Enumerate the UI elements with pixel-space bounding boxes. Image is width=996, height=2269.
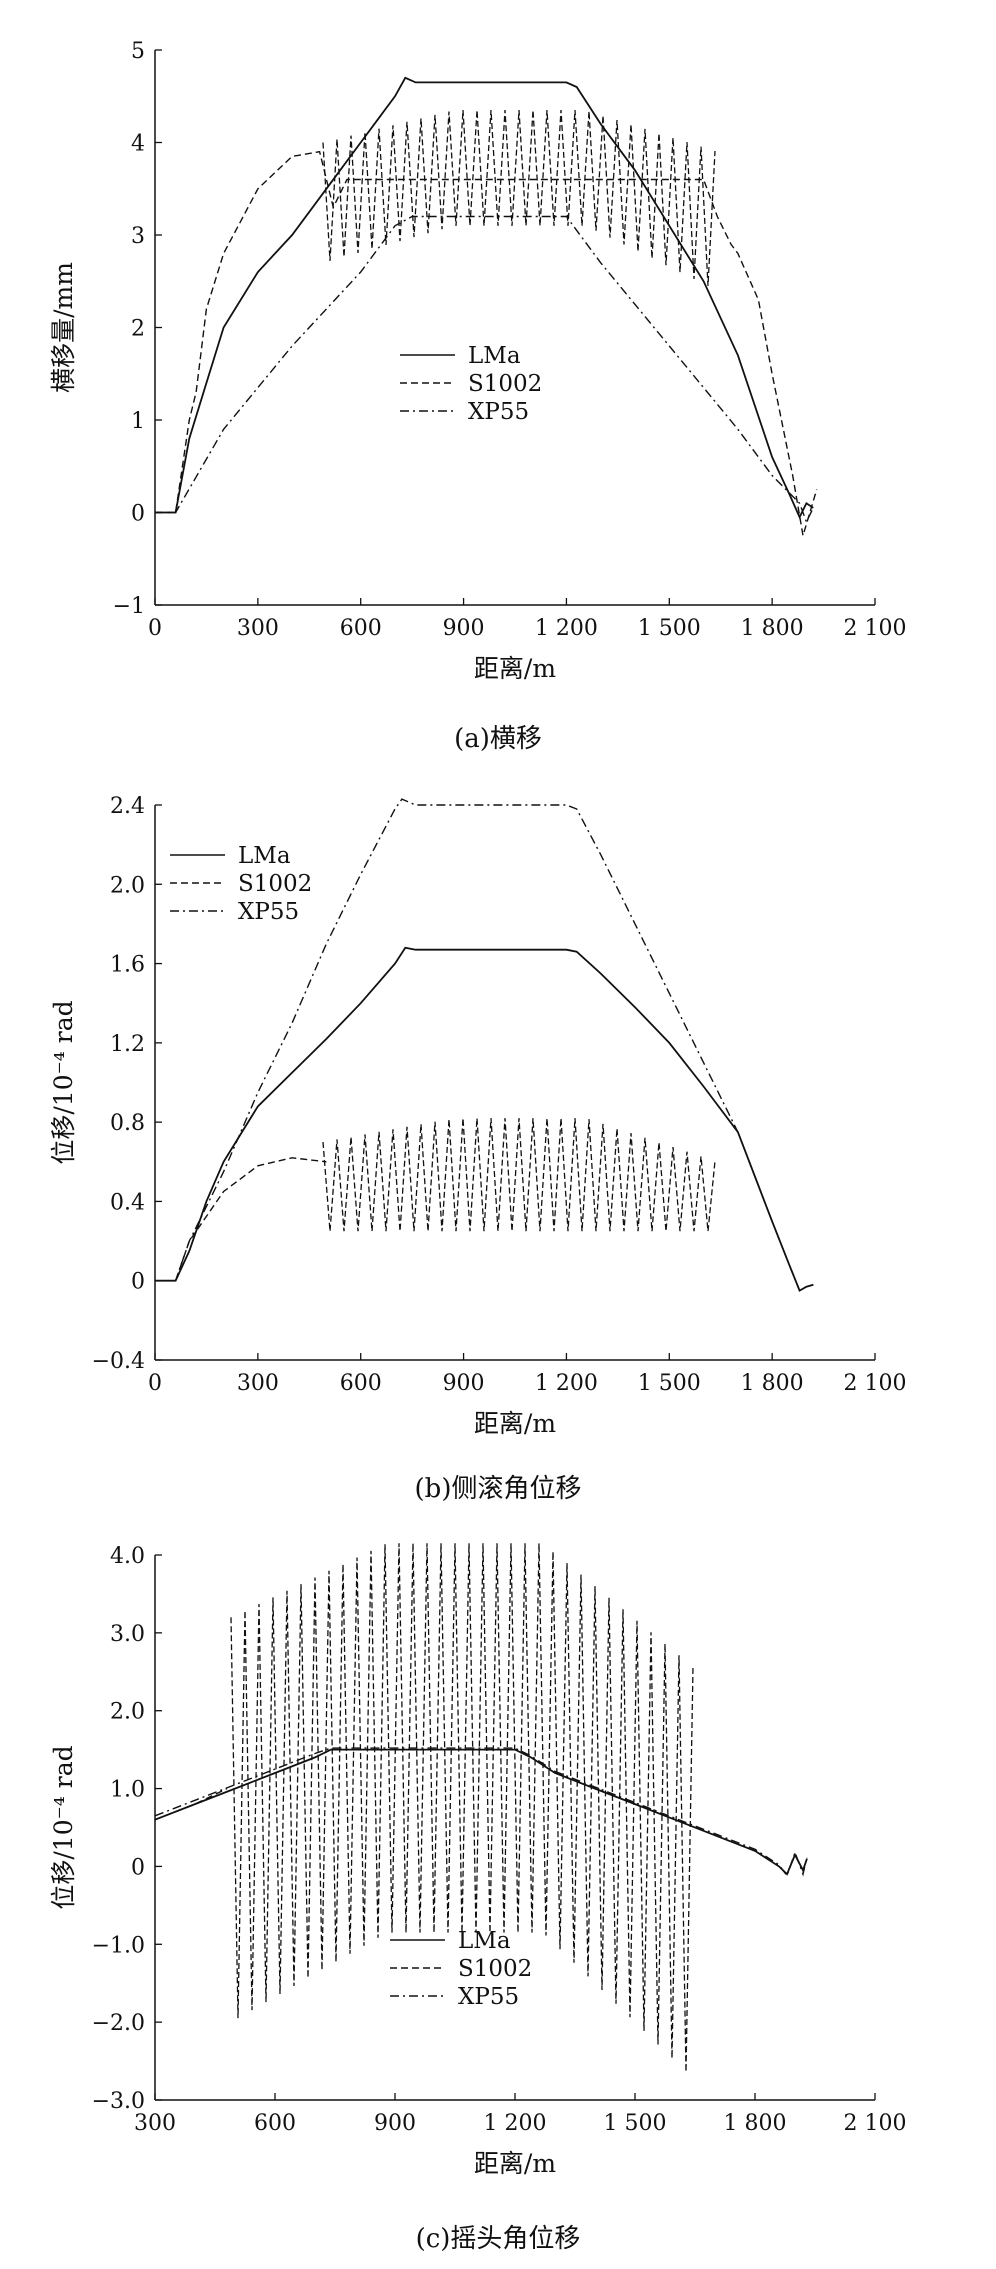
- y-tick-label: 2.4: [110, 794, 145, 819]
- x-axis-title: 距离/m: [474, 2149, 556, 2178]
- legend-label: XP55: [468, 399, 529, 425]
- legend-label: XP55: [238, 899, 299, 925]
- y-tick-label: −2.0: [92, 2011, 145, 2036]
- series-s1002-oscillation: [322, 110, 716, 286]
- x-tick-label: 1 200: [535, 616, 598, 641]
- caption-b: (b)侧滚角位移: [414, 1474, 582, 1504]
- y-tick-label: −3.0: [92, 2089, 145, 2114]
- y-tick-label: 3.0: [110, 1622, 145, 1647]
- y-tick-label: 1.6: [110, 953, 145, 978]
- x-tick-label: 0: [148, 616, 162, 641]
- legend-label: LMa: [458, 1928, 511, 1954]
- legend-label: XP55: [458, 1984, 519, 2010]
- y-tick-label: −0.4: [92, 1349, 145, 1374]
- x-tick-label: 1 200: [535, 1371, 598, 1396]
- x-tick-label: 2 100: [844, 1371, 907, 1396]
- y-tick-label: 1.0: [110, 1778, 145, 1803]
- y-axis-title: 位移/10⁻⁴ rad: [49, 1745, 78, 1909]
- legend-label: LMa: [238, 843, 291, 869]
- x-axis-title: 距离/m: [474, 654, 556, 683]
- series-lma: [154, 1748, 808, 1876]
- x-tick-label: 1 200: [484, 2111, 547, 2136]
- x-tick-label: 2 100: [844, 616, 907, 641]
- y-tick-label: 0.4: [110, 1190, 145, 1215]
- y-tick-label: 0: [131, 502, 145, 527]
- x-tick-label: 1 500: [638, 1371, 701, 1396]
- x-tick-label: 900: [443, 1371, 485, 1396]
- x-tick-label: 1 500: [604, 2111, 667, 2136]
- y-tick-label: −1.0: [92, 1933, 145, 1958]
- caption-a: (a)横移: [454, 724, 542, 754]
- y-tick-label: 2: [131, 317, 145, 342]
- caption-c: (c)摇头角位移: [415, 2224, 581, 2254]
- y-tick-label: 0: [131, 1270, 145, 1295]
- series-xp55: [155, 798, 814, 1292]
- x-tick-label: 1 800: [741, 616, 804, 641]
- y-tick-label: 1.2: [110, 1032, 145, 1057]
- series-xp55: [155, 215, 814, 524]
- chart-a: 0 300 600 900 1 200 1 500 1 800 2 100−1012345距离…: [49, 39, 907, 683]
- series-s1002-oscillation: [230, 1543, 694, 2072]
- x-tick-label: 600: [254, 2111, 296, 2136]
- legend-label: S1002: [458, 1956, 532, 1982]
- legend-label: S1002: [468, 371, 542, 397]
- y-axis-title: 位移/10⁻⁴ rad: [49, 1000, 78, 1164]
- x-tick-label: 300: [237, 1371, 279, 1396]
- x-tick-label: 900: [374, 2111, 416, 2136]
- x-tick-label: 900: [443, 616, 485, 641]
- series-lma: [155, 76, 814, 520]
- x-tick-label: 2 100: [844, 2111, 907, 2136]
- x-tick-label: 1 800: [724, 2111, 787, 2136]
- x-tick-label: 1 500: [638, 616, 701, 641]
- x-tick-label: 300: [134, 2111, 176, 2136]
- legend-label: S1002: [238, 871, 312, 897]
- series-s1002: [154, 1787, 228, 1821]
- series-s1002-oscillation: [322, 1118, 716, 1232]
- legend-label: LMa: [468, 343, 521, 369]
- y-tick-label: 4.0: [110, 1544, 145, 1569]
- y-tick-label: 1: [131, 409, 145, 434]
- series-s1002: [155, 1157, 327, 1282]
- y-tick-label: 3: [131, 224, 145, 249]
- y-tick-label: 0: [131, 1855, 145, 1880]
- y-tick-label: 4: [131, 132, 145, 157]
- x-tick-label: 300: [237, 616, 279, 641]
- chart-c: 300 600 900 1 200 1 500 1 800 2 100 −3.0 −2.0 −1.…: [49, 1543, 907, 2178]
- y-tick-label: 0.8: [110, 1111, 145, 1136]
- series-xp55: [154, 1747, 808, 1878]
- series-lma: [155, 946, 814, 1292]
- x-tick-label: 1 800: [741, 1371, 804, 1396]
- y-tick-label: −1: [113, 594, 145, 619]
- x-tick-label: 600: [340, 616, 382, 641]
- x-tick-label: 600: [340, 1371, 382, 1396]
- y-tick-label: 2.0: [110, 873, 145, 898]
- chart-b: 0 300 600 900 1 200 1 500 1 800 2 100−0.400.40.…: [49, 794, 907, 1438]
- series-s1002: [155, 150, 818, 536]
- x-axis-title: 距离/m: [474, 1409, 556, 1438]
- y-tick-label: 2.0: [110, 1700, 145, 1725]
- x-tick-label: 0: [148, 1371, 162, 1396]
- y-axis-title: 横移量/mm: [49, 262, 78, 393]
- y-tick-label: 5: [131, 39, 145, 64]
